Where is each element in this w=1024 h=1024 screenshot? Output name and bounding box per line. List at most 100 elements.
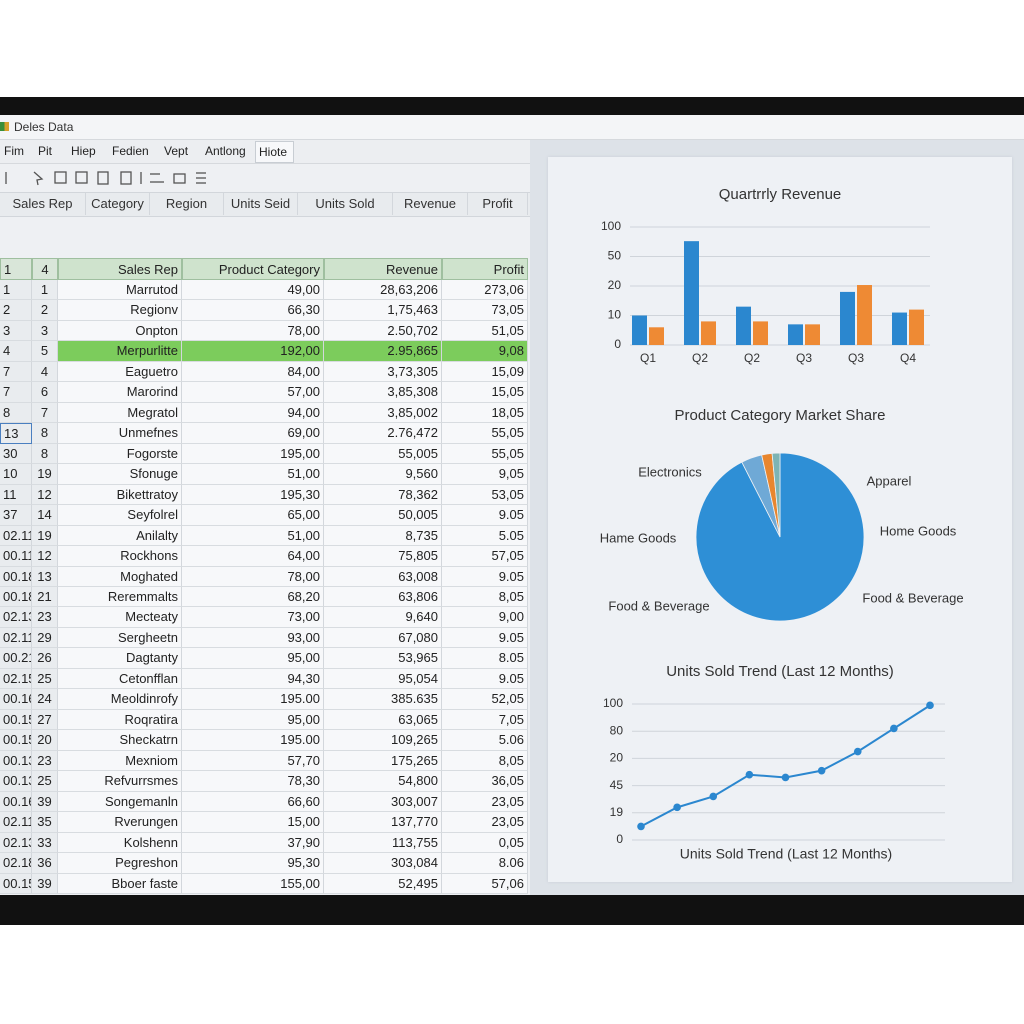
table-cell: Moghated [58, 566, 182, 587]
bar [840, 291, 855, 345]
table-cell: 84,00 [182, 361, 324, 383]
table-cell: 23,05 [442, 812, 528, 833]
app-icon [0, 122, 9, 131]
table-cell: 55,05 [442, 443, 528, 465]
table-cell: 1,75,463 [324, 300, 442, 321]
table-cell: 9.05 [442, 505, 528, 526]
y-tick-label: 0 [616, 832, 623, 846]
table-cell: 51,00 [182, 464, 324, 485]
table-cell: 19 [32, 525, 58, 547]
column-header-bar: Sales Rep Category Region Units Seid Units S… [0, 192, 530, 217]
table-cell: Regionv [58, 300, 182, 321]
table-cell: 49,00 [182, 280, 324, 301]
table-cell: 02.11 [0, 627, 32, 649]
y-tick-label: 50 [608, 249, 622, 263]
table-cell: 155,00 [182, 873, 324, 894]
table-cell: 15,00 [182, 812, 324, 833]
table-cell: 7 [0, 361, 32, 383]
pie-label: Food & Beverage [862, 590, 963, 605]
x-tick-label: Q1 [640, 351, 656, 365]
table-cell: 4 [32, 361, 58, 383]
table-cell: 195.00 [182, 730, 324, 751]
table-cell: Bboer faste [58, 873, 182, 894]
table-cell: 00.15 [0, 709, 32, 731]
table-cell: 02.13 [0, 832, 32, 854]
table-cell: 78,362 [324, 484, 442, 506]
table-cell: 37 [0, 505, 32, 526]
y-tick-label: 10 [608, 308, 622, 322]
table-cell: Songemanln [58, 791, 182, 813]
bar [909, 309, 924, 345]
table-cell: 9,00 [442, 607, 528, 628]
table-cell: 0,05 [442, 832, 528, 854]
table-cell: Pegreshon [58, 853, 182, 874]
table-cell: 5.05 [442, 525, 528, 547]
pie-label: Apparel [867, 473, 912, 488]
table-cell: 65,00 [182, 505, 324, 526]
menu-bar: Fim Pit Hiep Fedien Vept Antlong Hiote [0, 140, 530, 164]
x-tick-label: Q3 [848, 351, 864, 365]
pie-label: Food & Beverage [608, 598, 709, 613]
table-cell: 8 [0, 402, 32, 424]
chart-title: Units Sold Trend (Last 12 Months) [666, 663, 894, 680]
table-cell: Reremmalts [58, 587, 182, 608]
table-cell: 5 [32, 341, 58, 362]
table-cell: Unmefnes [58, 423, 182, 444]
table-cell: 95,30 [182, 853, 324, 874]
table-cell: 3 [0, 320, 32, 342]
menu-item: Fedien [112, 144, 149, 158]
table-cell: 12 [32, 484, 58, 506]
table-cell: 63,065 [324, 709, 442, 731]
menu-item: Hiep [71, 144, 96, 158]
menu-item: Vept [164, 144, 189, 158]
x-tick-label: Q2 [692, 351, 708, 365]
table-cell: 63,806 [324, 587, 442, 608]
table-cell: 2 [32, 300, 58, 321]
bar [649, 327, 664, 345]
table-cell: 7,05 [442, 709, 528, 731]
table-cell: 2.76,472 [324, 423, 442, 444]
table-cell: 25 [32, 668, 58, 690]
table-cell: 23 [32, 750, 58, 772]
table-cell: 15,05 [442, 382, 528, 403]
table-cell: Mexniom [58, 750, 182, 772]
y-tick-label: 20 [610, 751, 624, 765]
table-cell: 93,00 [182, 627, 324, 649]
table-cell: 273,06 [442, 280, 528, 301]
table-cell: 1 [32, 280, 58, 301]
x-tick-label: Q2 [744, 351, 760, 365]
table-cell: Cetonfflan [58, 668, 182, 690]
y-tick-label: 20 [608, 278, 622, 292]
table-cell: Megratol [58, 402, 182, 424]
table-cell: 94,30 [182, 668, 324, 690]
table-cell: 9.05 [442, 668, 528, 690]
table-cell: Marrutod [58, 280, 182, 301]
table-cell: 73,05 [442, 300, 528, 321]
column-header: Units Seid [224, 193, 298, 215]
table-cell: 33 [32, 832, 58, 854]
table-cell: 109,265 [324, 730, 442, 751]
bar [892, 312, 907, 345]
table-cell: 02.18 [0, 853, 32, 874]
table-cell: Kolshenn [58, 832, 182, 854]
table-cell: Anilalty [58, 525, 182, 547]
table-cell: Sfonuge [58, 464, 182, 485]
table-cell: Rverungen [58, 812, 182, 833]
line-point [781, 773, 790, 782]
table-cell: 385.635 [324, 689, 442, 710]
pie-slice [695, 452, 865, 622]
table-cell: 78,00 [182, 566, 324, 587]
table-cell: 2.95,865 [324, 341, 442, 362]
table-cell: Rockhons [58, 546, 182, 567]
line [640, 704, 931, 828]
table-cell: 00.15 [0, 730, 32, 751]
x-axis-label: Units Sold Trend (Last 12 Months) [680, 846, 892, 862]
table-cell: 57,06 [442, 873, 528, 894]
bar [701, 321, 716, 345]
bar [632, 315, 647, 345]
table-cell: 66,30 [182, 300, 324, 321]
table-cell: 29 [32, 627, 58, 649]
table-cell: 55,005 [324, 443, 442, 465]
menu-item: Hiote [255, 141, 295, 163]
